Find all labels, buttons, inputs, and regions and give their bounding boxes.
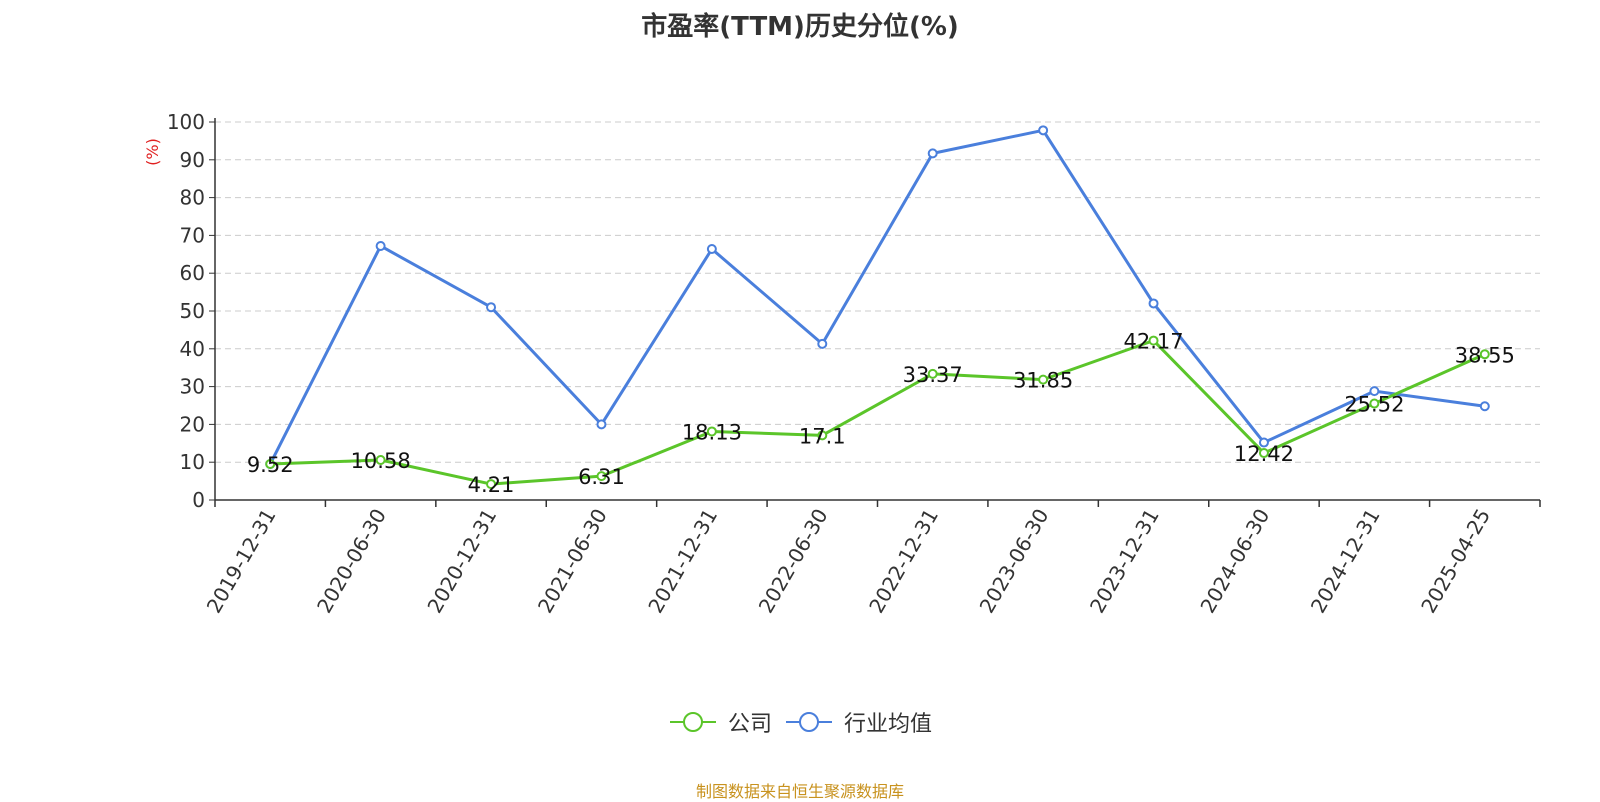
y-tick-label: 30	[180, 375, 205, 399]
x-tick-label: 2022-06-30	[754, 505, 833, 618]
data-label: 31.85	[1013, 369, 1073, 393]
data-point-1-1	[375, 240, 386, 251]
data-point-0-7	[1038, 374, 1049, 385]
data-label: 33.37	[903, 363, 963, 387]
x-tick-label: 2019-12-31	[202, 505, 281, 618]
data-labels: 9.52 10.58 4.21 6.31 18.13 17.1 33.37 31.85 42.1…	[247, 330, 1515, 497]
data-point-0-4	[706, 426, 717, 437]
data-point-0-9	[1258, 448, 1269, 459]
data-label: 6.31	[578, 465, 625, 489]
x-tick-label: 2020-12-31	[422, 504, 501, 617]
data-label: 10.58	[351, 449, 411, 473]
y-tick-label: 70	[180, 223, 205, 247]
data-point-1-11	[1479, 401, 1490, 412]
data-point-1-8	[1148, 298, 1159, 309]
legend-item-company[interactable]: 公司	[668, 706, 772, 738]
data-point-1-10	[1369, 386, 1380, 397]
data-point-1-7	[1038, 125, 1049, 136]
source-note: 制图数据来自恒生聚源数据库	[695, 782, 904, 801]
data-point-0-5	[817, 430, 828, 441]
x-tick-label: 2022-12-31	[864, 504, 943, 617]
data-point-1-5	[817, 338, 828, 349]
data-label: 18.13	[682, 420, 742, 444]
data-point-0-8	[1148, 335, 1159, 346]
series-line-1	[268, 128, 1485, 465]
y-tick-label: 10	[180, 450, 205, 474]
data-point-0-11	[1479, 349, 1490, 360]
y-tick-label: 100	[167, 110, 205, 134]
y-tick-label: 40	[180, 337, 205, 361]
axes: 0 10 20 30 40 50 60 70 80 90 100 2019-12-31 2020-06-…	[167, 110, 1541, 618]
data-label: 42.17	[1123, 330, 1183, 354]
data-label: 12.42	[1234, 442, 1294, 466]
series	[265, 125, 1490, 490]
legend-company-marker	[669, 712, 716, 732]
x-tick-label: 2021-06-30	[533, 505, 612, 618]
x-tick-label: 2023-12-31	[1085, 505, 1164, 618]
legend-item-industry[interactable]: 行业均值	[784, 706, 932, 738]
y-tick-label: 90	[180, 148, 205, 172]
data-point-0-3	[596, 471, 607, 482]
legend-industry-marker	[786, 712, 832, 732]
x-tick-label: 2020-06-30	[312, 505, 391, 618]
data-point-0-0	[265, 459, 276, 470]
data-point-1-4	[706, 244, 717, 255]
x-tick-label: 2024-12-31	[1306, 505, 1385, 618]
legend: 公司 行业均值	[0, 706, 1600, 738]
y-axis-label: (%)	[143, 138, 162, 166]
data-point-1-3	[596, 419, 607, 430]
data-label: 9.52	[247, 453, 294, 477]
legend-industry-label: 行业均值	[844, 712, 933, 737]
data-label: 25.52	[1344, 393, 1404, 417]
data-point-1-2	[486, 302, 497, 313]
x-tick-label: 2025-04-25	[1416, 505, 1495, 618]
data-point-1-6	[927, 148, 938, 159]
legend-company-label: 公司	[727, 712, 772, 737]
data-label: 17.1	[799, 424, 846, 448]
x-tick-label: 2021-12-31	[643, 505, 722, 618]
data-point-0-6	[927, 368, 938, 379]
grid-lines	[215, 121, 1540, 463]
data-point-0-2	[486, 479, 497, 490]
data-point-1-9	[1258, 437, 1269, 448]
series-line-0	[270, 339, 1486, 486]
y-tick-label: 20	[180, 412, 205, 436]
y-tick-label: 50	[180, 299, 205, 323]
x-tick-label: 2024-06-30	[1195, 505, 1274, 618]
data-label: 4.21	[468, 473, 515, 497]
x-tick-label: 2023-06-30	[975, 505, 1054, 618]
y-tick-label: 60	[180, 261, 205, 285]
chart-title: 市盈率(TTM)历史分位(%)	[641, 12, 959, 42]
data-point-0-1	[375, 455, 386, 466]
data-label: 38.55	[1455, 343, 1515, 367]
y-tick-label: 80	[180, 186, 205, 210]
y-tick-label: 0	[192, 488, 205, 512]
data-point-0-10	[1369, 398, 1380, 409]
